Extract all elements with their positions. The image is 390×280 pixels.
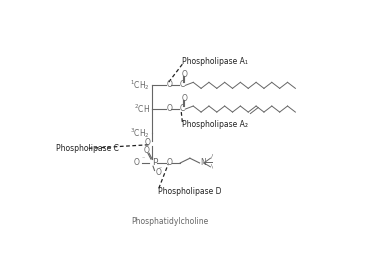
Text: Phospholipase C: Phospholipase C	[56, 144, 119, 153]
Text: O: O	[144, 146, 150, 155]
Text: O: O	[167, 80, 172, 89]
Text: P: P	[152, 158, 158, 167]
Text: C: C	[180, 80, 185, 89]
Text: ⁻: ⁻	[159, 167, 162, 172]
Text: O: O	[144, 138, 150, 147]
Text: \: \	[211, 163, 213, 168]
Text: /: /	[211, 153, 213, 158]
Text: $^1$CH$_2$: $^1$CH$_2$	[130, 78, 150, 92]
Text: Phospholipase D: Phospholipase D	[158, 187, 221, 196]
Text: O: O	[167, 104, 172, 113]
Text: ⁻: ⁻	[142, 157, 145, 162]
Text: $^3$CH$_2$: $^3$CH$_2$	[130, 126, 150, 140]
Text: O: O	[155, 167, 161, 176]
Text: N: N	[200, 158, 206, 167]
Text: O: O	[167, 158, 172, 167]
Text: Phosphatidylcholine: Phosphatidylcholine	[131, 217, 208, 226]
Text: O: O	[182, 70, 188, 79]
Text: Phospholipase A₁: Phospholipase A₁	[182, 57, 248, 66]
Text: C: C	[180, 104, 185, 113]
Text: Phospholipase A₂: Phospholipase A₂	[182, 120, 248, 129]
Text: $^2$CH: $^2$CH	[134, 103, 150, 115]
Text: O: O	[133, 158, 140, 167]
Text: O: O	[182, 94, 188, 103]
